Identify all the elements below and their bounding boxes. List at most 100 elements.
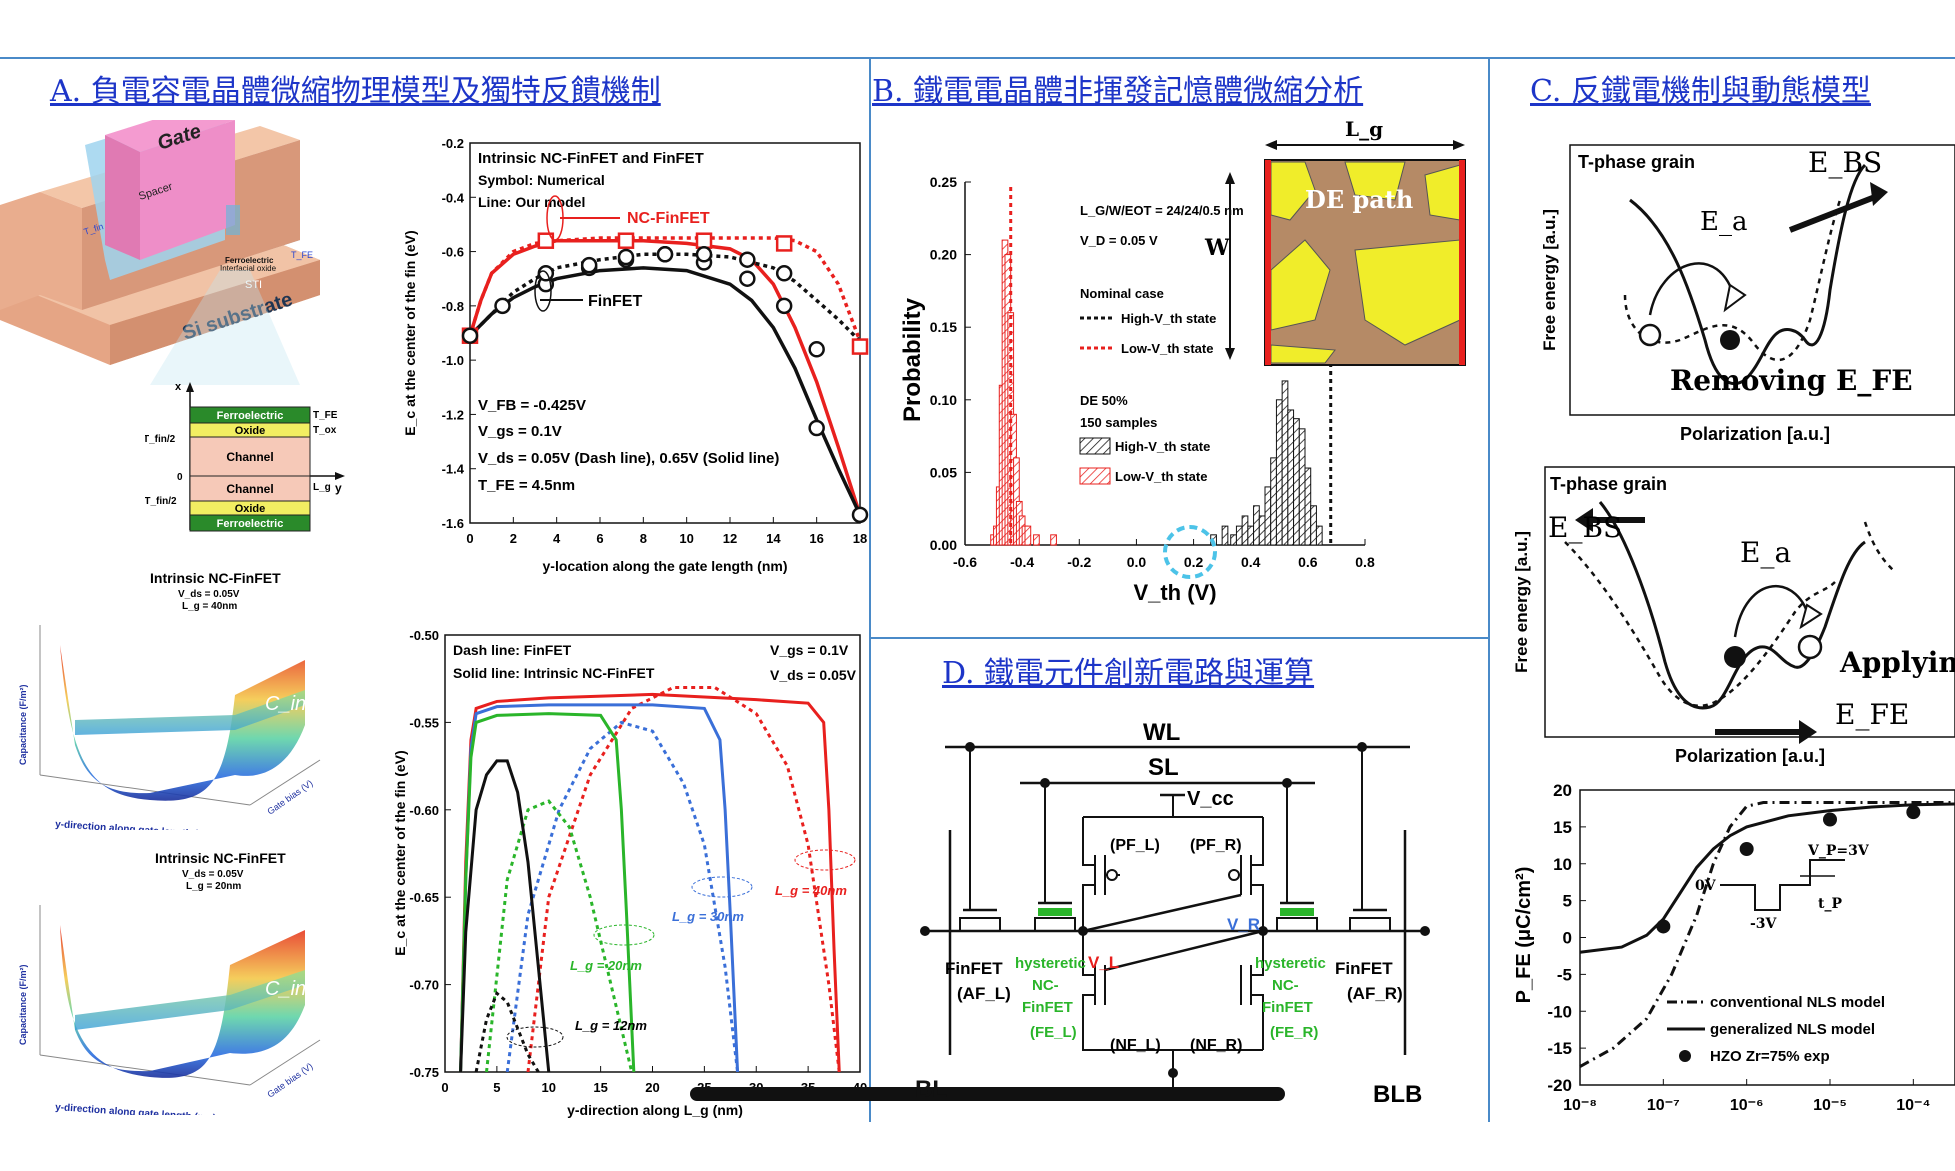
c3-xtick-label: 0.8 xyxy=(1355,554,1375,570)
c4-pulse-vneg: -3V xyxy=(1750,916,1778,932)
c1-xtick-label: 14 xyxy=(766,531,781,546)
c1-ytick-label: -1.0 xyxy=(442,353,464,368)
axis-x-label: x xyxy=(175,381,182,393)
c1-marker-circle xyxy=(808,419,825,437)
surf2-lg: L_g = 20nm xyxy=(186,881,241,892)
surf2-cint: C_int xyxy=(265,978,313,1000)
c3-hist-bar xyxy=(1033,534,1040,546)
c4-exp-point xyxy=(1823,812,1837,827)
energy1-action: Removing E_FE xyxy=(1670,364,1913,397)
c3-ylabel: Probability xyxy=(899,297,926,422)
c1-ytick-label: -1.4 xyxy=(442,462,465,477)
c4-xtick-label: 10⁻⁴ xyxy=(1896,1097,1930,1114)
c3-ytick-label: 0.20 xyxy=(930,247,957,263)
c1-ytick-label: -0.8 xyxy=(442,299,464,314)
c3-legend-high-line: High-V_th state xyxy=(1121,311,1216,326)
c3-ytick-label: 0.00 xyxy=(930,537,957,553)
c4-ytick-label: -15 xyxy=(1547,1039,1572,1058)
c4-exp-point xyxy=(1656,919,1671,934)
layer-ferroelectric-top: Ferroelectric xyxy=(217,410,284,422)
c1-series-line xyxy=(468,252,862,343)
c2-xtick-label: 20 xyxy=(645,1080,659,1095)
tfe-label: T_FE xyxy=(291,250,313,260)
c2-label-20nm: L_g = 20nm xyxy=(570,958,642,973)
surf1-cfe: C_FE xyxy=(250,625,307,650)
energy2-ylabel: Free energy [a.u.] xyxy=(1512,531,1531,673)
c3-xtick-label: -0.4 xyxy=(1010,554,1034,570)
surf1-vds: V_ds = 0.05V xyxy=(178,589,240,600)
c2-param-vgs: V_gs = 0.1V xyxy=(770,642,849,658)
panel-d-title: D. 鐵電元件創新電路與運算 xyxy=(942,656,1315,691)
frame-divider-bd xyxy=(869,637,1490,639)
c2-xtick-label: 0 xyxy=(441,1080,448,1095)
c4-ytick-label: -5 xyxy=(1557,965,1572,984)
surf1-cint: C_int xyxy=(265,693,313,715)
lg-label: L_g xyxy=(313,482,331,493)
c3-hist-bar xyxy=(1315,525,1323,546)
c4-series-line xyxy=(1579,802,1955,954)
c1-xlabel: y-location along the gate length (nm) xyxy=(543,558,788,574)
de-path-inset: DE path W L_g xyxy=(1204,120,1466,366)
energy-diagram-removing: T-phase grain E_BS E_a Removing E_FE Fre… xyxy=(1540,144,1955,444)
capacitance-surface-40nm: Intrinsic NC-FinFET V_ds = 0.05V L_g = 4… xyxy=(18,570,321,830)
c4-series-line xyxy=(1579,801,1955,1068)
surf1-xlabel: y-direction along gate length (nm) xyxy=(55,819,216,830)
c3-xtick-label: 0.2 xyxy=(1184,554,1204,570)
energy1-xlabel: Polarization [a.u.] xyxy=(1680,424,1830,444)
surf2-xlabel: y-direction along gate length (nm) xyxy=(55,1102,216,1115)
c1-label-fin: FinFET xyxy=(588,293,642,310)
surf2-ylabel: Gate bias (V) xyxy=(265,1061,314,1100)
circuit-wl-label: WL xyxy=(1143,719,1180,746)
c4-xtick-label: 10⁻⁷ xyxy=(1647,1097,1680,1114)
c3-ytick-label: 0.05 xyxy=(930,464,957,480)
c4-ytick-label: -10 xyxy=(1547,1002,1572,1021)
c1-note-line: Line: Our model xyxy=(478,194,585,210)
c2-xtick-label: 15 xyxy=(593,1080,607,1095)
c2-note-solid: Solid line: Intrinsic NC-FinFET xyxy=(453,665,655,681)
c3-legend-de: DE 50% xyxy=(1080,393,1128,408)
energy2-ea: E_a xyxy=(1740,536,1791,569)
c2-ytick-label: -0.75 xyxy=(409,1065,439,1080)
c1-marker-square xyxy=(695,232,713,249)
c1-marker-circle xyxy=(695,246,713,263)
c2-xlabel: y-direction along L_g (nm) xyxy=(567,1102,743,1118)
c2-series-line xyxy=(459,759,551,1072)
c1-label-nc: NC-FinFET xyxy=(627,210,710,227)
c1-param-vgs: V_gs = 0.1V xyxy=(478,423,562,440)
panel-a-title: A. 負電容電晶體微縮物理模型及獨特反饋機制 xyxy=(50,74,661,109)
layer-channel-bottom: Channel xyxy=(226,482,273,496)
frame-top xyxy=(0,57,1955,59)
circuit-fel-line3: FinFET xyxy=(1022,999,1073,1016)
surf2-cfe: C_FE xyxy=(250,905,307,930)
c1-param-vds: V_ds = 0.05V (Dash line), 0.65V (Solid l… xyxy=(478,450,779,467)
circuit-fer-line3: FinFET xyxy=(1262,999,1313,1016)
energy1-phase: T-phase grain xyxy=(1578,152,1695,172)
c1-ytick-label: -1.6 xyxy=(442,516,464,531)
c4-ytick-label: 20 xyxy=(1553,781,1572,800)
circuit-afr-label: (AF_R) xyxy=(1347,984,1403,1003)
c1-marker-square xyxy=(617,232,635,249)
c1-title: Intrinsic NC-FinFET and FinFET xyxy=(478,150,704,167)
c2-ytick-label: -0.55 xyxy=(409,715,439,730)
c1-marker-circle xyxy=(775,265,793,282)
c1-marker-circle xyxy=(739,251,756,268)
c4-exp-point xyxy=(1739,842,1754,856)
c4-pulse-tp: t_P xyxy=(1818,896,1842,912)
surf2-vds: V_ds = 0.05V xyxy=(182,869,244,880)
c3-hist-bar xyxy=(1221,525,1229,546)
c1-series-line xyxy=(468,238,862,516)
c1-marker-circle xyxy=(580,256,598,274)
vth-histogram-chart: -0.6 -0.4 -0.2 0.0 0.2 0.4 0.6 0.8 0.00 0.05 0.10 0… xyxy=(899,120,1466,605)
c1-ytick-label: -0.6 xyxy=(442,245,464,260)
c2-series-line xyxy=(505,720,740,1072)
c3-hist-bar xyxy=(1230,534,1237,546)
inset-w-label: W xyxy=(1204,235,1230,261)
circuit-afl-label: (AF_L) xyxy=(957,984,1011,1003)
c1-param-tfe: T_FE = 4.5nm xyxy=(478,477,575,494)
c4-pulse-vp: V_P=3V xyxy=(1807,843,1870,859)
c3-legend-nominal: Nominal case xyxy=(1080,286,1164,301)
c4-ytick-label: 5 xyxy=(1563,892,1572,911)
c1-xtick-label: 8 xyxy=(640,531,647,546)
c3-xtick-label: 0.6 xyxy=(1298,554,1318,570)
layer-oxide-top: Oxide xyxy=(235,425,266,437)
